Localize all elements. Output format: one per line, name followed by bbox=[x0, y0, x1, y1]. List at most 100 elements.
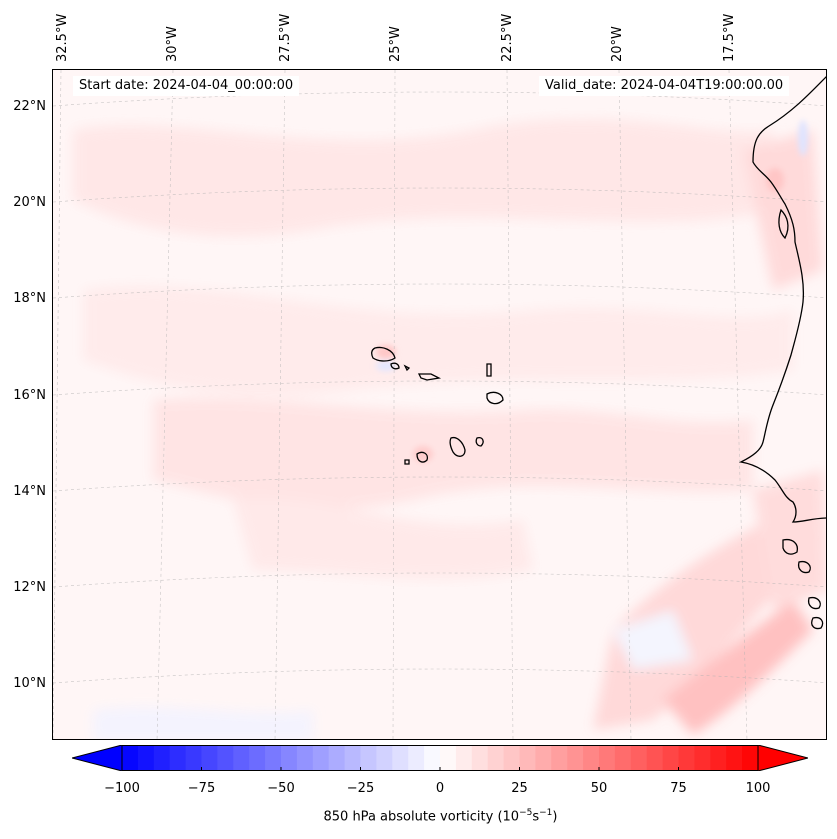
colorbar-cell bbox=[249, 745, 266, 771]
colorbar-cell bbox=[233, 745, 250, 771]
colorbar-cell bbox=[726, 745, 743, 771]
vorticity-patch bbox=[233, 498, 533, 579]
colorbar-cell bbox=[137, 745, 155, 771]
island-fogo bbox=[416, 451, 429, 463]
colorbar-cell bbox=[455, 745, 473, 771]
colorbar-cell bbox=[630, 745, 648, 771]
colorbar-cell bbox=[153, 745, 171, 771]
lat-label-10n: 10°N bbox=[13, 676, 46, 691]
gridline-lon-25w bbox=[392, 70, 396, 739]
vorticity-maximum bbox=[376, 345, 396, 359]
colorbar-cell bbox=[376, 745, 393, 771]
colorbar-tick-label: 100 bbox=[745, 781, 771, 796]
lon-label-25w: 25°W bbox=[388, 26, 403, 62]
colorbar-label-prefix: 850 hPa absolute vorticity (10 bbox=[323, 809, 520, 825]
colorbar bbox=[72, 745, 808, 771]
colorbar-cell bbox=[646, 745, 664, 771]
colorbar-cell bbox=[440, 745, 457, 771]
colorbar-cell bbox=[185, 745, 202, 771]
colorbar-label-exp2: −1 bbox=[539, 808, 553, 818]
vorticity-patch bbox=[73, 118, 773, 237]
colorbar-cell bbox=[583, 745, 600, 771]
colorbar-label-suffix: ) bbox=[552, 809, 558, 825]
island-brava bbox=[404, 459, 410, 465]
lon-label-32-5w: 32.5°W bbox=[55, 13, 70, 62]
coastline-west-africa bbox=[738, 76, 826, 523]
map-panel[interactable] bbox=[52, 69, 827, 740]
lon-label-30w: 30°W bbox=[165, 26, 180, 62]
colorbar-tick-label: 25 bbox=[511, 781, 528, 796]
island-boa-vista bbox=[486, 391, 504, 405]
island-santa-luzia bbox=[403, 364, 411, 372]
gridline-lon-20w bbox=[618, 70, 632, 739]
colorbar-cell bbox=[344, 745, 361, 771]
colorbar-cell bbox=[551, 745, 568, 771]
island-maio bbox=[475, 436, 484, 447]
vorticity-patch bbox=[93, 707, 313, 739]
vorticity-patch bbox=[153, 397, 753, 509]
vorticity-maximum bbox=[766, 168, 784, 192]
colorbar-tick-label: −50 bbox=[267, 781, 295, 796]
colorbar-cell bbox=[201, 745, 218, 771]
lon-label-27-5w: 27.5°W bbox=[278, 13, 293, 62]
gridline-lon-22-5w bbox=[506, 70, 514, 739]
start-date-label: Start date: 2024-04-04_00:00:00 bbox=[73, 76, 300, 96]
vorticity-map bbox=[53, 70, 826, 739]
gridline-lon-17-5w bbox=[728, 70, 748, 739]
gridlines bbox=[53, 70, 826, 739]
colorbar-cell bbox=[694, 745, 711, 771]
colorbar-cell bbox=[312, 745, 330, 771]
coastlines bbox=[371, 76, 826, 630]
colorbar-tick-label: −25 bbox=[346, 781, 375, 796]
colorbar-label-mid: s bbox=[532, 809, 540, 825]
lat-label-16n: 16°N bbox=[13, 388, 46, 403]
colorbar-cell bbox=[392, 745, 409, 771]
island-santiago bbox=[449, 436, 466, 457]
colorbar-cell bbox=[599, 745, 616, 771]
colorbar-cell bbox=[471, 745, 489, 771]
colorbar-cell bbox=[424, 745, 441, 771]
colorbar-low-extension bbox=[72, 745, 123, 771]
vorticity-patch bbox=[83, 285, 793, 396]
colorbar-cell bbox=[535, 745, 552, 771]
colorbar-cell bbox=[217, 745, 234, 771]
vorticity-minimum bbox=[376, 361, 396, 371]
vorticity-maximum bbox=[413, 446, 433, 462]
gridline-lon-27-5w bbox=[274, 70, 286, 739]
colorbar-cell bbox=[678, 745, 695, 771]
colorbar-cell bbox=[265, 745, 282, 771]
colorbar-cell bbox=[519, 745, 536, 771]
colorbar-cell bbox=[122, 745, 139, 771]
valid-date-label: Valid_date: 2024-04-04T19:00:00.00 bbox=[539, 76, 790, 96]
colorbar-cell bbox=[742, 745, 759, 771]
lat-label-22n: 22°N bbox=[13, 99, 46, 114]
colorbar-tick-label: −75 bbox=[187, 781, 216, 796]
vorticity-minimum bbox=[798, 120, 808, 156]
colorbar-cell bbox=[169, 745, 187, 771]
colorbar-ticks bbox=[121, 767, 759, 771]
colorbar-cell bbox=[408, 745, 425, 771]
island-sal bbox=[486, 363, 492, 377]
colorbar-tick-label: −100 bbox=[104, 781, 140, 796]
colorbar-cell bbox=[360, 745, 377, 771]
coastline-guinea-bissau bbox=[782, 538, 811, 574]
lon-label-22-5w: 22.5°W bbox=[500, 13, 515, 62]
vorticity-field bbox=[73, 118, 826, 739]
colorbar-label-exp1: −5 bbox=[519, 808, 533, 818]
colorbar-cell bbox=[487, 745, 505, 771]
colorbar-cell bbox=[614, 745, 632, 771]
lat-label-20n: 20°N bbox=[13, 195, 46, 210]
island-sao-vicente bbox=[390, 362, 400, 370]
colorbar-tick-label: 75 bbox=[670, 781, 687, 796]
colorbar-cell bbox=[710, 745, 727, 771]
colorbar-cell bbox=[296, 745, 314, 771]
colorbar-cell bbox=[281, 745, 298, 771]
colorbar-tick-label: 0 bbox=[435, 781, 445, 796]
lat-label-18n: 18°N bbox=[13, 291, 46, 306]
island-santo-antao bbox=[371, 346, 396, 362]
colorbar-tick-label: 50 bbox=[590, 781, 608, 796]
lat-label-12n: 12°N bbox=[13, 580, 46, 595]
lat-label-14n: 14°N bbox=[13, 484, 46, 499]
lon-label-20w: 20°W bbox=[610, 26, 625, 62]
colorbar-label: 850 hPa absolute vorticity (10−5s−1) bbox=[22, 808, 837, 824]
